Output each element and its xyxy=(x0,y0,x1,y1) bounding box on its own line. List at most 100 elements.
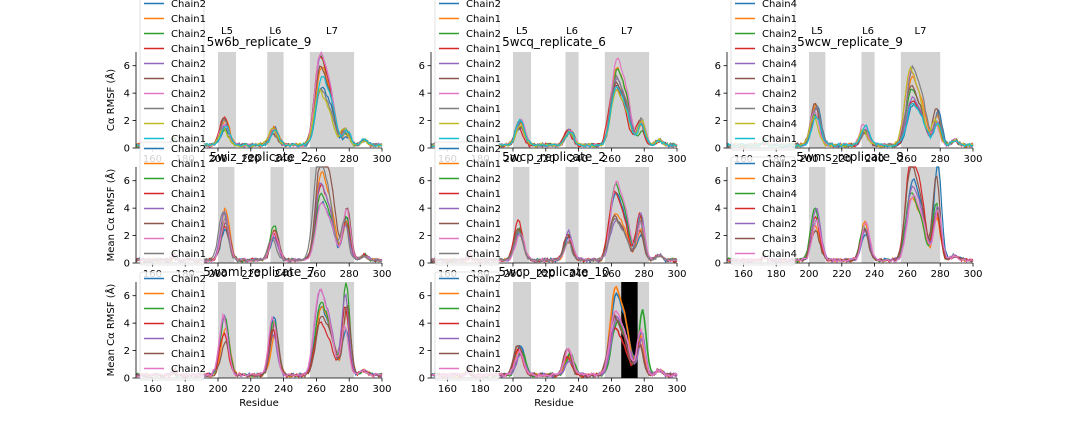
loop-label-l6: L6 xyxy=(269,26,281,37)
x-tick-label: 300 xyxy=(667,269,686,280)
legend-label: Chain1 xyxy=(171,319,206,330)
legend-label: Chain2 xyxy=(762,159,797,170)
legend-label: Chain3 xyxy=(762,174,797,185)
loop-region-2 xyxy=(861,52,875,148)
chart-title: 5wiz_replicate_2 xyxy=(209,150,308,164)
loop-label-l7: L7 xyxy=(915,26,927,37)
legend-label: Chain2 xyxy=(466,89,501,100)
y-tick-label: 6 xyxy=(715,176,721,187)
x-tick-label: 200 xyxy=(799,154,818,165)
x-tick-label: 260 xyxy=(602,269,621,280)
x-tick-label: 220 xyxy=(536,154,555,165)
y-tick-label: 0 xyxy=(419,374,425,385)
x-tick-label: 300 xyxy=(667,154,686,165)
loop-region-1 xyxy=(513,167,530,263)
loop-label-l6: L6 xyxy=(862,26,874,37)
legend-label: Chain1 xyxy=(762,134,797,145)
y-tick-label: 2 xyxy=(124,346,130,357)
legend-label: Chain1 xyxy=(466,349,501,360)
y-tick-label: 2 xyxy=(715,116,721,127)
legend-label: Chain1 xyxy=(466,14,501,25)
x-tick-label: 200 xyxy=(503,269,522,280)
legend-label: Chain2 xyxy=(466,334,501,345)
chart-title: 5w6b_replicate_9 xyxy=(207,35,312,49)
x-tick-label: 240 xyxy=(274,154,293,165)
y-axis-label: Mean Cα RMSF (Å) xyxy=(104,284,117,377)
x-tick-label: 240 xyxy=(274,269,293,280)
loop-label-l7: L7 xyxy=(326,26,338,37)
x-tick-label: 200 xyxy=(503,154,522,165)
x-tick-label: 220 xyxy=(241,384,260,395)
x-tick-label: 300 xyxy=(667,384,686,395)
x-tick-label: 220 xyxy=(832,154,851,165)
legend-label: Chain1 xyxy=(171,289,206,300)
legend-label: Chain4 xyxy=(762,59,797,70)
y-tick-label: 6 xyxy=(715,61,721,72)
loop-label-l5: L5 xyxy=(516,26,528,37)
legend-label: Chain2 xyxy=(466,364,501,375)
x-tick-label: 160 xyxy=(734,269,753,280)
legend-label: Chain1 xyxy=(171,189,206,200)
legend-label: Chain1 xyxy=(466,104,501,115)
x-tick-label: 260 xyxy=(602,154,621,165)
legend-label: Chain1 xyxy=(466,44,501,55)
legend-label: Chain2 xyxy=(171,119,206,130)
legend-label: Chain1 xyxy=(171,104,206,115)
loop-region-2 xyxy=(565,52,579,148)
x-tick-label: 300 xyxy=(963,269,982,280)
legend-label: Chain2 xyxy=(171,29,206,40)
legend-label: Chain1 xyxy=(171,44,206,55)
x-tick-label: 160 xyxy=(143,384,162,395)
legend-label: Chain3 xyxy=(762,234,797,245)
y-axis-label: Mean Cα RMSF (Å) xyxy=(104,169,117,262)
x-tick-label: 220 xyxy=(241,154,260,165)
legend-label: Chain1 xyxy=(171,349,206,360)
legend-label: Chain1 xyxy=(466,134,501,145)
x-tick-label: 220 xyxy=(536,269,555,280)
legend-label: Chain2 xyxy=(466,304,501,315)
x-tick-label: 200 xyxy=(208,154,227,165)
x-tick-label: 180 xyxy=(176,384,195,395)
legend-label: Chain1 xyxy=(466,159,501,170)
legend-label: Chain3 xyxy=(762,104,797,115)
legend-label: Chain2 xyxy=(466,204,501,215)
legend-label: Chain2 xyxy=(762,29,797,40)
x-tick-label: 240 xyxy=(865,154,884,165)
legend: Chain2 Chain1 Chain2 Chain1 Chain2 Chain1 Chai… xyxy=(139,0,206,151)
legend: Chain2 Chain1 Chain2 Chain1 Chain2 Chain1 Chai… xyxy=(434,271,501,381)
chart-title: 5waml_replicate_7 xyxy=(203,265,315,279)
legend-label: Chain2 xyxy=(762,219,797,230)
x-tick-label: 160 xyxy=(438,384,457,395)
legend-label: Chain1 xyxy=(466,289,501,300)
x-tick-label: 240 xyxy=(274,384,293,395)
legend-label: Chain2 xyxy=(171,364,206,375)
loop-label-l7: L7 xyxy=(621,26,633,37)
legend-label: Chain1 xyxy=(171,134,206,145)
x-tick-label: 240 xyxy=(865,269,884,280)
legend: Chain2 Chain1 Chain2 Chain1 Chain2 Chain1 Chai… xyxy=(434,141,501,266)
y-tick-label: 4 xyxy=(124,89,130,100)
y-tick-label: 4 xyxy=(715,89,721,100)
x-tick-label: 260 xyxy=(898,269,917,280)
x-tick-label: 300 xyxy=(372,384,391,395)
y-tick-label: 2 xyxy=(419,231,425,242)
legend-label: Chain1 xyxy=(762,74,797,85)
y-tick-label: 2 xyxy=(124,116,130,127)
y-tick-label: 0 xyxy=(419,259,425,270)
legend-label: Chain2 xyxy=(171,234,206,245)
x-tick-label: 300 xyxy=(372,154,391,165)
y-tick-label: 4 xyxy=(124,204,130,215)
legend-label: Chain2 xyxy=(171,89,206,100)
legend-label: Chain2 xyxy=(466,119,501,130)
y-tick-label: 2 xyxy=(715,231,721,242)
legend-label: Chain2 xyxy=(171,144,206,155)
legend-label: Chain4 xyxy=(762,0,797,10)
x-tick-label: 220 xyxy=(536,384,555,395)
legend-label: Chain2 xyxy=(466,0,501,10)
legend: Chain2 Chain1 Chain2 Chain1 Chain2 Chain1 Chai… xyxy=(139,271,206,381)
x-tick-label: 300 xyxy=(963,154,982,165)
legend-label: Chain1 xyxy=(466,319,501,330)
legend-label: Chain2 xyxy=(466,144,501,155)
legend-label: Chain3 xyxy=(762,44,797,55)
chart-panel-7: 160 180 200 220 240 260 280 300 0 2 4 6 5waml_replic… xyxy=(104,265,392,409)
